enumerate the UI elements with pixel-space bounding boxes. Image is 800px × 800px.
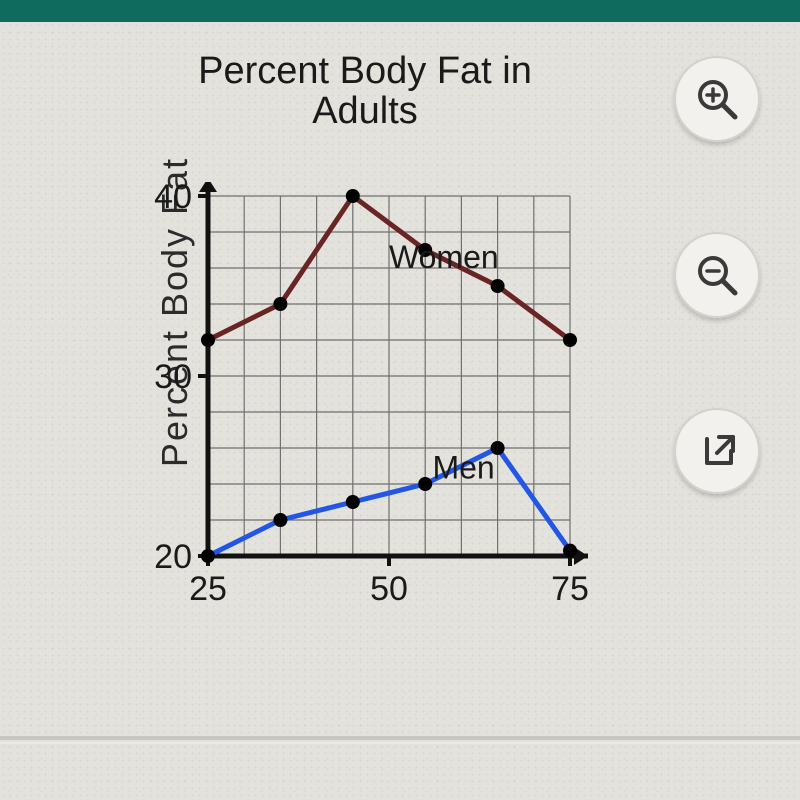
bottom-separator-light <box>0 742 800 744</box>
svg-text:75: 75 <box>551 570 589 608</box>
chart-title: Percent Body Fat in Adults <box>150 52 580 132</box>
svg-text:Women: Women <box>389 239 499 275</box>
svg-text:50: 50 <box>370 570 408 608</box>
svg-text:Men: Men <box>432 450 494 486</box>
svg-text:40: 40 <box>154 182 192 216</box>
open-external-button[interactable] <box>674 408 760 494</box>
svg-text:20: 20 <box>154 538 192 576</box>
body-fat-chart: 20 30 40 25 50 75 Women Men <box>130 182 600 622</box>
bottom-separator <box>0 736 800 740</box>
svg-text:25: 25 <box>189 570 227 608</box>
window-topbar <box>0 0 800 22</box>
zoom-out-button[interactable] <box>674 232 760 318</box>
zoom-in-icon <box>693 75 741 123</box>
svg-text:30: 30 <box>154 358 192 396</box>
open-external-icon <box>693 427 741 475</box>
chart-title-line2: Adults <box>312 90 418 132</box>
zoom-in-button[interactable] <box>674 56 760 142</box>
chart-title-line1: Percent Body Fat in <box>198 50 532 92</box>
toolbar <box>674 56 760 494</box>
zoom-out-icon <box>693 251 741 299</box>
content-panel: Percent Body Fat in Adults Percent Body … <box>0 22 800 800</box>
